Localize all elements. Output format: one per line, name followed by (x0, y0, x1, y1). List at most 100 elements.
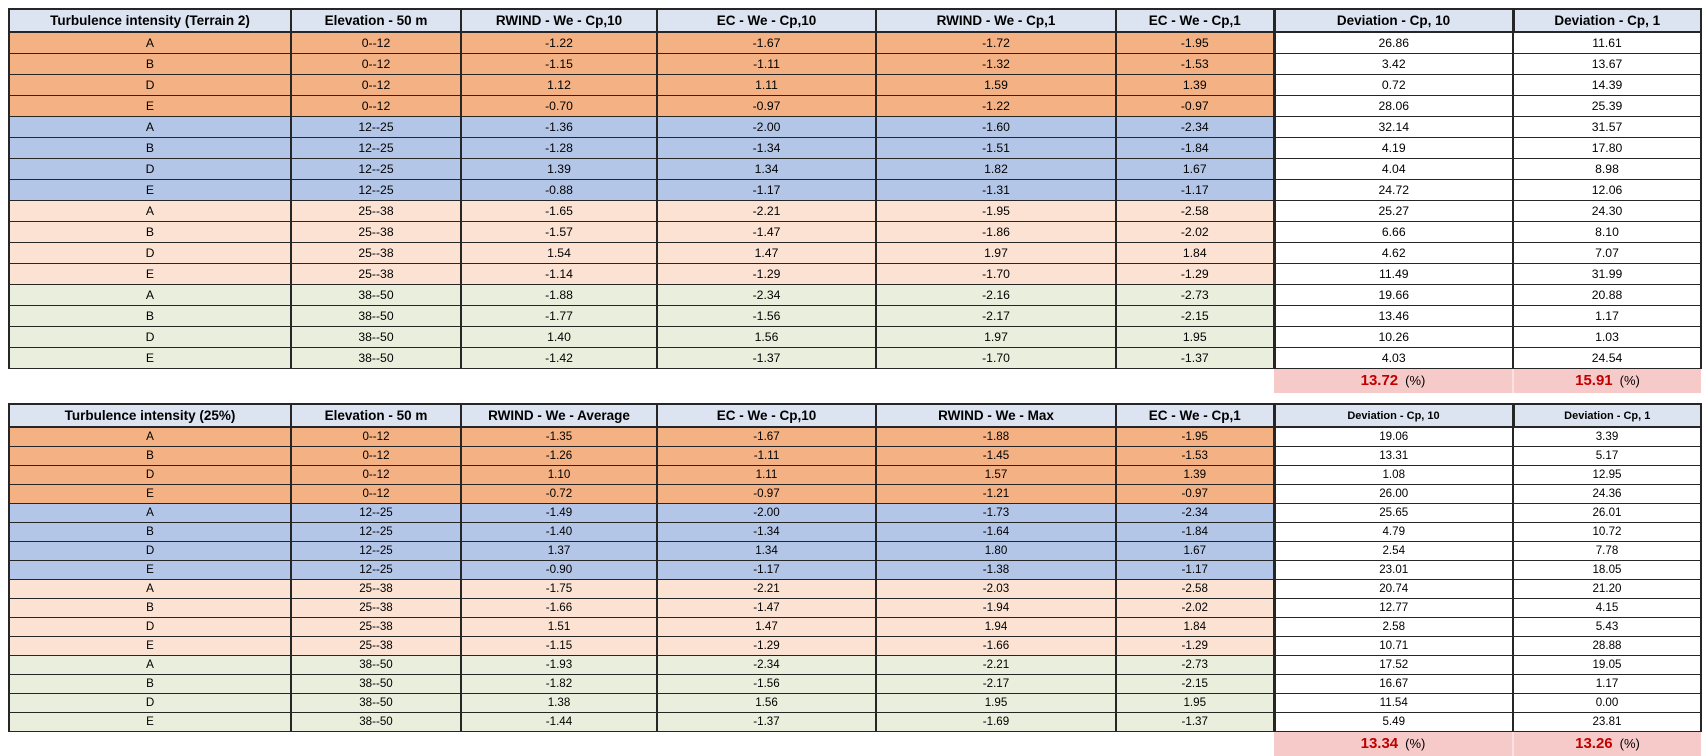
deviation-value-cell[interactable]: 11.61 (1512, 31, 1702, 54)
value-cell[interactable]: -1.70 (875, 262, 1117, 285)
value-cell[interactable]: -1.88 (460, 283, 658, 306)
deviation-value-cell[interactable]: 26.01 (1512, 502, 1702, 523)
value-cell[interactable]: 12--25 (290, 178, 462, 201)
value-cell[interactable]: -1.66 (460, 597, 658, 618)
deviation-value-cell[interactable]: 25.39 (1512, 94, 1702, 117)
value-cell[interactable]: -1.86 (875, 220, 1117, 243)
value-cell[interactable]: -2.17 (875, 673, 1117, 694)
value-cell[interactable]: 1.56 (656, 692, 877, 713)
value-cell[interactable]: -1.44 (460, 711, 658, 732)
row-label-cell[interactable]: E (8, 94, 292, 117)
value-cell[interactable]: 38--50 (290, 673, 462, 694)
value-cell[interactable]: 1.51 (460, 616, 658, 637)
deviation-value-cell[interactable]: 23.81 (1512, 711, 1702, 732)
table-title-header[interactable]: Turbulence intensity (Terrain 2) (8, 8, 292, 33)
value-cell[interactable]: 38--50 (290, 711, 462, 732)
value-cell[interactable]: 1.10 (460, 464, 658, 485)
row-label-cell[interactable]: B (8, 445, 292, 466)
row-label-cell[interactable]: B (8, 521, 292, 542)
value-cell[interactable]: 25--38 (290, 220, 462, 243)
value-cell[interactable]: 12--25 (290, 157, 462, 180)
value-cell[interactable]: -1.64 (875, 521, 1117, 542)
row-label-cell[interactable]: D (8, 157, 292, 180)
value-cell[interactable]: -1.35 (460, 426, 658, 447)
deviation-value-cell[interactable]: 11.54 (1272, 692, 1514, 713)
value-cell[interactable]: -1.29 (656, 262, 877, 285)
row-label-cell[interactable]: D (8, 73, 292, 96)
value-cell[interactable]: 0--12 (290, 483, 462, 504)
column-header[interactable]: Elevation - 50 m (290, 8, 462, 33)
value-cell[interactable]: -1.15 (460, 635, 658, 656)
row-label-cell[interactable]: B (8, 673, 292, 694)
deviation-value-cell[interactable]: 5.49 (1272, 711, 1514, 732)
value-cell[interactable]: -2.21 (656, 578, 877, 599)
value-cell[interactable]: -1.22 (875, 94, 1117, 117)
row-label-cell[interactable]: D (8, 325, 292, 348)
value-cell[interactable]: -2.34 (1115, 502, 1275, 523)
value-cell[interactable]: -2.34 (656, 654, 877, 675)
deviation-value-cell[interactable]: 8.98 (1512, 157, 1702, 180)
value-cell[interactable]: -1.57 (460, 220, 658, 243)
value-cell[interactable]: -1.26 (460, 445, 658, 466)
value-cell[interactable]: 38--50 (290, 283, 462, 306)
row-label-cell[interactable]: A (8, 426, 292, 447)
value-cell[interactable]: 1.34 (656, 540, 877, 561)
value-cell[interactable]: 1.37 (460, 540, 658, 561)
value-cell[interactable]: -1.66 (875, 635, 1117, 656)
value-cell[interactable]: -1.53 (1115, 445, 1275, 466)
value-cell[interactable]: -1.95 (875, 199, 1117, 222)
row-label-cell[interactable]: E (8, 262, 292, 285)
column-header[interactable]: Deviation - Cp, 1 (1511, 403, 1702, 428)
value-cell[interactable]: 12--25 (290, 521, 462, 542)
deviation-value-cell[interactable]: 24.72 (1272, 178, 1514, 201)
value-cell[interactable]: -0.97 (1115, 94, 1275, 117)
value-cell[interactable]: 0--12 (290, 31, 462, 54)
total-deviation-cp1-cell[interactable]: 13.26 (%) (1512, 731, 1701, 756)
deviation-value-cell[interactable]: 10.71 (1272, 635, 1514, 656)
deviation-value-cell[interactable]: 2.58 (1272, 616, 1514, 637)
deviation-value-cell[interactable]: 20.74 (1272, 578, 1514, 599)
row-label-cell[interactable]: A (8, 199, 292, 222)
row-label-cell[interactable]: B (8, 220, 292, 243)
value-cell[interactable]: -1.49 (460, 502, 658, 523)
deviation-value-cell[interactable]: 20.88 (1512, 283, 1702, 306)
column-header[interactable]: Elevation - 50 m (290, 403, 462, 428)
row-label-cell[interactable]: D (8, 616, 292, 637)
deviation-value-cell[interactable]: 11.49 (1272, 262, 1514, 285)
value-cell[interactable]: -1.34 (656, 136, 877, 159)
value-cell[interactable]: 38--50 (290, 346, 462, 369)
column-header[interactable]: RWIND - We - Max (875, 403, 1117, 428)
column-header[interactable]: Deviation - Cp, 10 (1272, 8, 1514, 33)
value-cell[interactable]: -1.37 (1115, 711, 1275, 732)
deviation-value-cell[interactable]: 6.66 (1272, 220, 1514, 243)
row-label-cell[interactable]: A (8, 578, 292, 599)
value-cell[interactable]: 25--38 (290, 616, 462, 637)
value-cell[interactable]: 1.38 (460, 692, 658, 713)
value-cell[interactable]: 25--38 (290, 597, 462, 618)
value-cell[interactable]: 1.84 (1115, 616, 1275, 637)
value-cell[interactable]: -1.53 (1115, 52, 1275, 75)
value-cell[interactable]: -1.29 (1115, 262, 1275, 285)
deviation-value-cell[interactable]: 18.05 (1512, 559, 1702, 580)
value-cell[interactable]: -1.88 (875, 426, 1117, 447)
value-cell[interactable]: 1.80 (875, 540, 1117, 561)
value-cell[interactable]: -1.65 (460, 199, 658, 222)
value-cell[interactable]: -1.11 (656, 52, 877, 75)
deviation-value-cell[interactable]: 4.04 (1272, 157, 1514, 180)
value-cell[interactable]: -1.94 (875, 597, 1117, 618)
value-cell[interactable]: 25--38 (290, 199, 462, 222)
row-label-cell[interactable]: D (8, 464, 292, 485)
deviation-value-cell[interactable]: 24.54 (1512, 346, 1702, 369)
value-cell[interactable]: -1.40 (460, 521, 658, 542)
value-cell[interactable]: -1.73 (875, 502, 1117, 523)
row-label-cell[interactable]: E (8, 483, 292, 504)
deviation-value-cell[interactable]: 13.46 (1272, 304, 1514, 327)
value-cell[interactable]: 1.59 (875, 73, 1117, 96)
value-cell[interactable]: -1.82 (460, 673, 658, 694)
row-label-cell[interactable]: D (8, 540, 292, 561)
value-cell[interactable]: -1.17 (1115, 178, 1275, 201)
value-cell[interactable]: -1.11 (656, 445, 877, 466)
value-cell[interactable]: -0.88 (460, 178, 658, 201)
column-header[interactable]: Deviation - Cp, 10 (1272, 403, 1514, 428)
value-cell[interactable]: -1.15 (460, 52, 658, 75)
